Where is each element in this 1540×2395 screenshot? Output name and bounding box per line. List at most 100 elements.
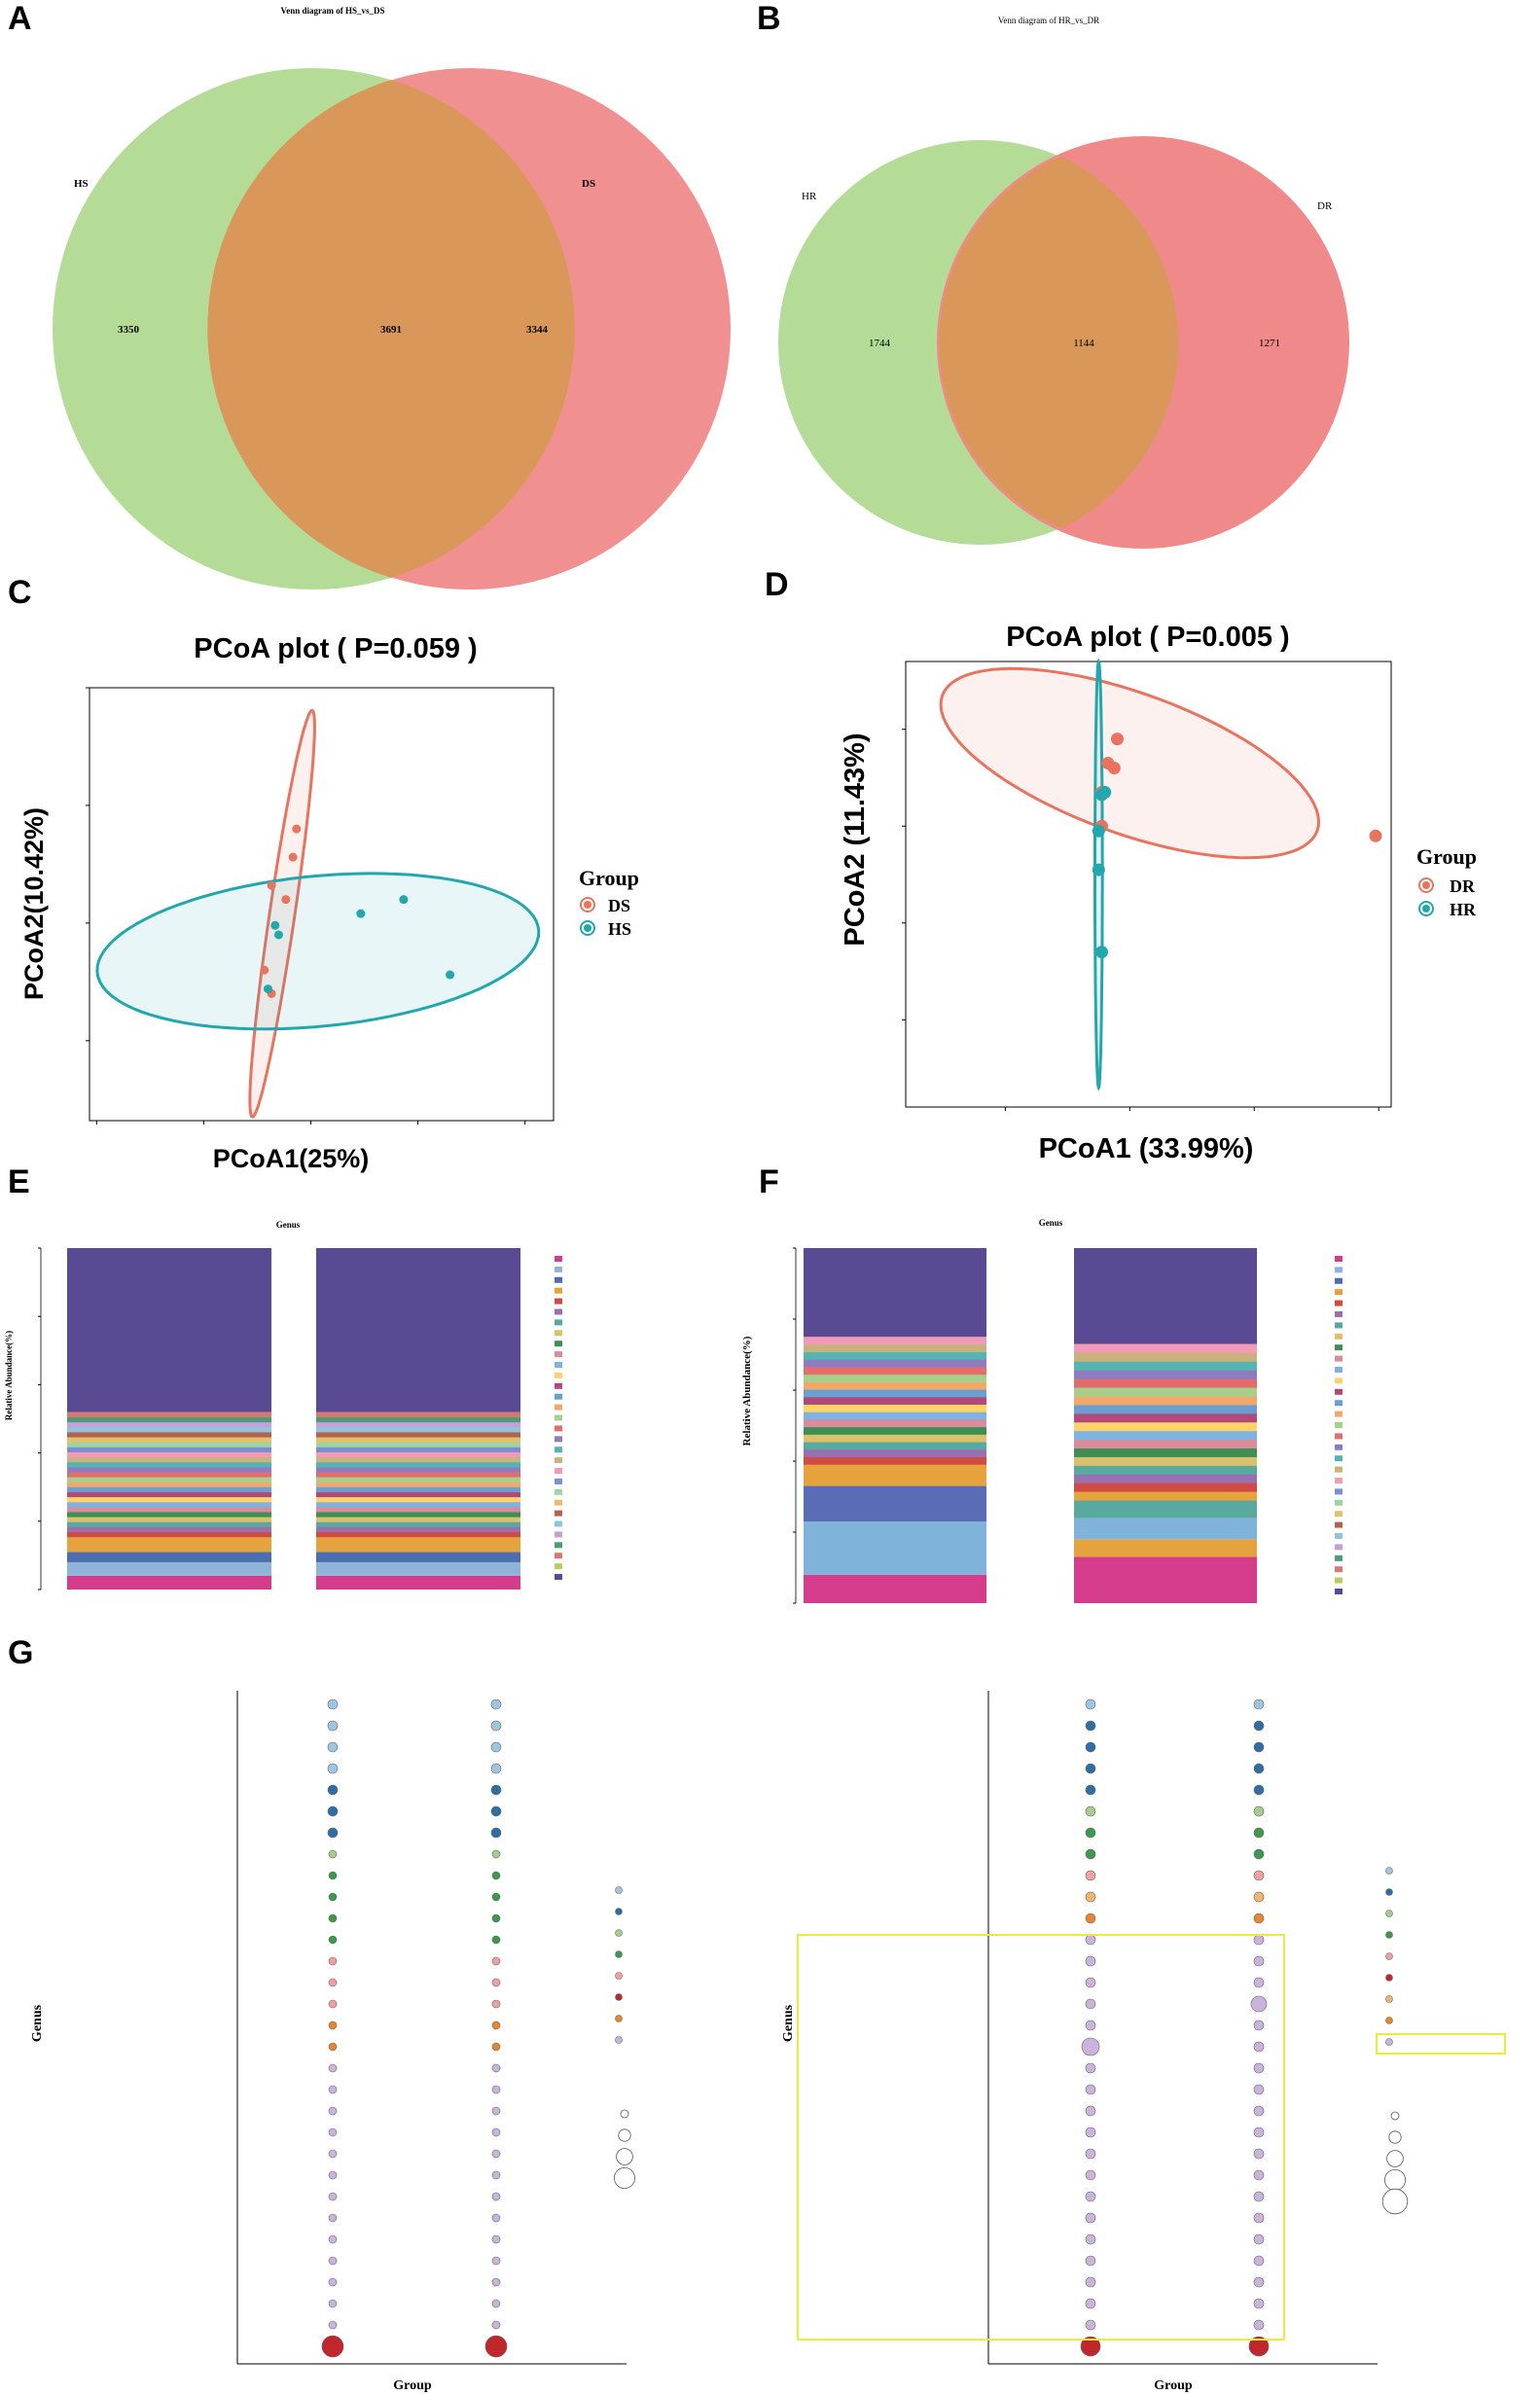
- phylum-legend-dot: [1385, 1952, 1393, 1960]
- panel-g: G Genus Group Genus Group: [8, 1634, 1506, 2393]
- bubble: [1253, 1741, 1265, 1753]
- legend-swatch: [555, 1382, 562, 1389]
- legend-swatch: [555, 1542, 562, 1549]
- legend-swatch: [1335, 1367, 1343, 1373]
- bubble: [490, 1741, 502, 1753]
- bubble: [491, 2299, 501, 2308]
- point-hs: [399, 895, 409, 905]
- bubble: [1085, 1912, 1096, 1924]
- panel-f-label: F: [759, 1163, 779, 1200]
- size-legend-circle: [1390, 2111, 1400, 2121]
- bubble: [1253, 2212, 1265, 2224]
- bubble: [491, 2277, 501, 2287]
- bar-segment: [1074, 1378, 1257, 1388]
- bubble: [491, 1978, 501, 1987]
- bubble: [1253, 2191, 1265, 2202]
- bubble: [491, 2320, 501, 2330]
- bubble: [1253, 2105, 1265, 2117]
- pcoa-d-legend-dot-hr: [1422, 905, 1430, 912]
- pcoa-d-frame: [905, 661, 1392, 1108]
- legend-swatch: [1335, 1544, 1343, 1551]
- bubble: [1250, 1995, 1268, 2013]
- bubble-left-xlabel: Group: [393, 2378, 432, 2393]
- bar-segment: [804, 1448, 986, 1457]
- bubble: [1085, 2276, 1096, 2288]
- bubble: [328, 1978, 338, 1987]
- bar-segment: [1074, 1412, 1257, 1423]
- bubble: [328, 1849, 338, 1859]
- bubble: [1253, 1763, 1265, 1774]
- bubble: [491, 1935, 501, 1945]
- bar-segment: [67, 1501, 271, 1508]
- bubble: [1253, 1912, 1265, 1924]
- size-legend-circle: [1386, 2150, 1404, 2167]
- bubble: [1085, 1977, 1096, 1988]
- legend-swatch: [1335, 1377, 1343, 1384]
- bubble: [1085, 1720, 1096, 1732]
- bubble: [1253, 2298, 1265, 2309]
- legend-swatch: [1335, 1566, 1343, 1573]
- bar-segment: [316, 1496, 520, 1503]
- bubble: [328, 2299, 338, 2308]
- point-hs: [356, 909, 366, 918]
- bar-segment: [804, 1464, 986, 1473]
- bar-segment-others: [804, 1248, 986, 1338]
- bar-segment: [1074, 1387, 1257, 1397]
- bar-segment: [1074, 1430, 1257, 1441]
- legend-swatch: [1335, 1577, 1343, 1584]
- bubble: [1085, 2084, 1096, 2095]
- bubble: [491, 2192, 501, 2201]
- bubble: [328, 1892, 338, 1902]
- legend-swatch: [1335, 1355, 1343, 1362]
- bar-segment-others: [316, 1248, 520, 1412]
- legend-swatch: [1335, 1322, 1343, 1329]
- bar-segment-others: [1074, 1248, 1257, 1344]
- phylum-legend-dot: [1385, 2038, 1393, 2046]
- pcoa-d-legend-dr: DR: [1450, 876, 1476, 896]
- point-hr: [1092, 863, 1105, 876]
- bar-segment: [1074, 1491, 1257, 1501]
- bar-segment: [316, 1482, 520, 1487]
- bubble: [1253, 2020, 1265, 2031]
- bubble: [1081, 2037, 1100, 2056]
- legend-swatch: [1335, 1488, 1343, 1495]
- bar-segment: [1074, 1500, 1257, 1519]
- bubble: [1085, 2298, 1096, 2309]
- venn-a-overlap: [207, 80, 575, 578]
- point-ds: [267, 880, 276, 890]
- bar-segment: [316, 1491, 520, 1498]
- bubble: [491, 2127, 501, 2137]
- phylum-legend-dot: [615, 1972, 623, 1980]
- bar-segment: [316, 1451, 520, 1458]
- bubble: [1253, 2319, 1265, 2331]
- bubble: [327, 1763, 339, 1774]
- bar-segment: [316, 1486, 520, 1492]
- bar-segment: [67, 1432, 271, 1438]
- bubble: [1085, 1784, 1096, 1796]
- legend-swatch: [555, 1574, 562, 1580]
- legend-swatch: [555, 1372, 562, 1378]
- bubble: [1085, 2105, 1096, 2117]
- legend-swatch: [555, 1393, 562, 1400]
- bar-segment: [804, 1456, 986, 1465]
- bar-segment: [67, 1517, 271, 1522]
- bar-f-chart: [793, 1247, 1257, 1604]
- point-hs: [263, 984, 272, 994]
- bar-segment: [1074, 1448, 1257, 1457]
- legend-swatch: [1335, 1499, 1343, 1506]
- bubble: [1253, 1784, 1265, 1796]
- legend-swatch: [555, 1447, 562, 1453]
- size-legend-circle: [1381, 2188, 1409, 2215]
- bar-segment: [67, 1466, 271, 1473]
- ellipse-dr: [939, 666, 1321, 860]
- bubble: [1085, 1827, 1096, 1839]
- legend-swatch: [555, 1298, 562, 1305]
- bubble: [1085, 2234, 1096, 2245]
- bar-segment: [804, 1381, 986, 1390]
- bubble: [1253, 1805, 1265, 1817]
- bar-segment: [67, 1561, 271, 1576]
- point-ds: [288, 852, 298, 862]
- bar-segment: [316, 1501, 520, 1508]
- bubble: [1253, 1891, 1265, 1903]
- point-hr: [1095, 946, 1109, 959]
